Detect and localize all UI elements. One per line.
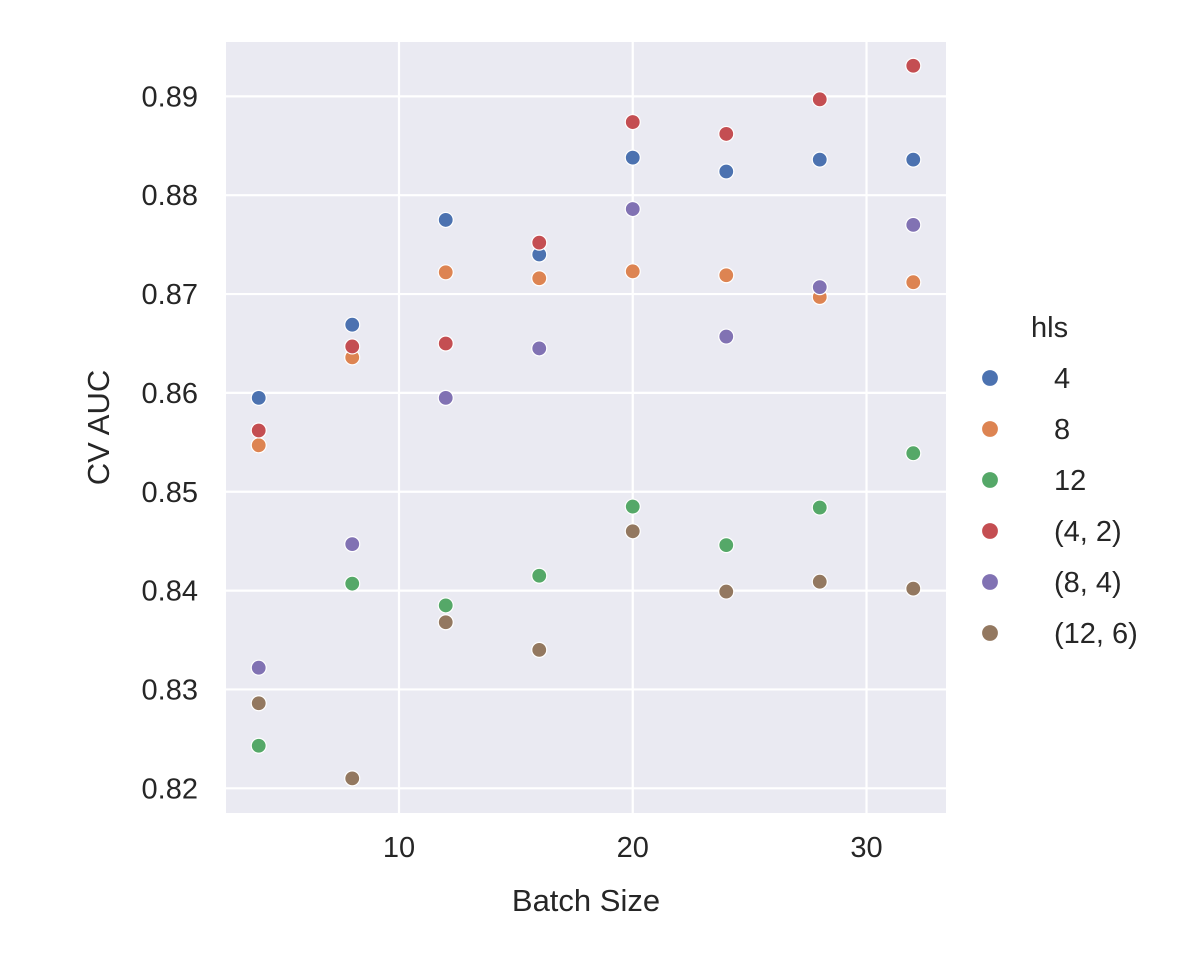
y-tick-label: 0.86: [142, 378, 198, 410]
legend-label: 8: [1054, 414, 1070, 446]
data-point: [811, 279, 828, 296]
data-point: [718, 537, 735, 554]
data-point: [437, 335, 454, 352]
data-point: [624, 523, 641, 540]
y-tick-label: 0.84: [142, 576, 198, 608]
data-point: [531, 270, 548, 287]
data-point: [344, 338, 361, 355]
legend-marker: [980, 419, 1000, 439]
data-point: [531, 641, 548, 659]
data-point: [250, 695, 267, 712]
data-point: [624, 200, 641, 218]
data-point: [344, 575, 361, 592]
data-point: [718, 328, 735, 345]
y-axis-label: CV AUC: [81, 370, 116, 485]
data-point: [250, 389, 267, 406]
legend-label: 12: [1054, 465, 1086, 497]
data-point: [250, 422, 267, 439]
legend-label: (12, 6): [1054, 618, 1138, 650]
data-point: [811, 151, 828, 168]
data-point: [250, 437, 267, 454]
legend-label: (8, 4): [1054, 567, 1122, 599]
legend-marker: [980, 572, 1000, 592]
data-point: [531, 340, 548, 357]
data-point: [905, 57, 922, 74]
legend-label: 4: [1054, 363, 1070, 395]
data-point: [437, 264, 454, 281]
grid-lines: [226, 42, 946, 813]
data-points: [250, 57, 922, 787]
data-point: [905, 445, 922, 462]
data-point: [905, 151, 922, 168]
data-point: [811, 573, 828, 590]
data-point: [718, 583, 735, 600]
data-point: [624, 263, 641, 280]
y-tick-label: 0.85: [142, 477, 198, 509]
y-tick-label: 0.89: [142, 81, 198, 113]
data-point: [250, 659, 267, 676]
legend: hls 4 8 12 (4, 2) (8, 4) (12, 6): [980, 312, 1138, 650]
legend-marker: [980, 521, 1000, 541]
x-axis-label: Batch Size: [512, 883, 660, 918]
legend-marker: [980, 470, 1000, 490]
data-point: [344, 770, 361, 787]
data-point: [344, 536, 361, 553]
data-point: [437, 597, 454, 614]
data-point: [905, 580, 922, 597]
y-tick-label: 0.82: [142, 773, 198, 805]
x-tick-label: 30: [850, 832, 882, 864]
data-point: [437, 614, 454, 631]
data-point: [531, 234, 548, 251]
legend-marker: [980, 623, 1000, 643]
data-point: [811, 499, 828, 516]
y-tick-label: 0.87: [142, 279, 198, 311]
data-point: [718, 163, 735, 180]
legend-title: hls: [1031, 312, 1068, 344]
data-point: [718, 125, 735, 143]
y-tick-label: 0.83: [142, 674, 198, 706]
x-tick-label: 20: [617, 832, 649, 864]
data-point: [811, 91, 828, 108]
data-point: [905, 274, 922, 291]
data-point: [250, 737, 267, 754]
data-point: [531, 567, 548, 584]
data-point: [905, 216, 922, 233]
data-point: [718, 267, 735, 284]
data-point: [624, 498, 641, 515]
tick-labels: 10 20 30 0.82 0.83 0.84 0.85 0.86 0.87 0.88 0.89: [142, 81, 883, 864]
x-tick-label: 10: [383, 832, 415, 864]
data-point: [624, 149, 641, 166]
data-point: [344, 316, 361, 333]
data-point: [624, 113, 641, 131]
data-point: [437, 211, 454, 229]
legend-marker: [980, 368, 1000, 388]
data-point: [437, 389, 454, 406]
plot-background: [226, 42, 946, 813]
legend-label: (4, 2): [1054, 516, 1122, 548]
y-tick-label: 0.88: [142, 180, 198, 212]
